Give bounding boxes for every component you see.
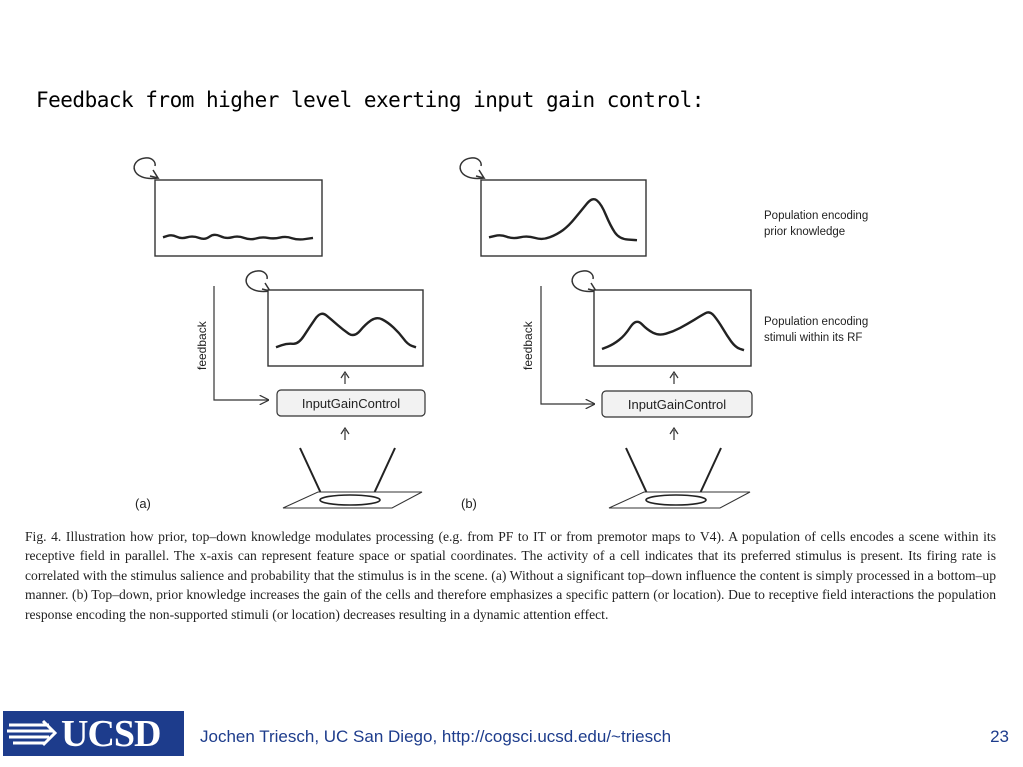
- figure: feedback InputGainControl (a) feedback I…: [133, 157, 868, 511]
- feedback-label: feedback: [521, 320, 535, 370]
- middle-box: [267, 289, 424, 367]
- panel-label: (a): [135, 496, 151, 511]
- trident-icon: [7, 719, 58, 747]
- gain-box-label: InputGainControl: [302, 396, 400, 411]
- gain-box-label: InputGainControl: [628, 397, 726, 412]
- top-box: [480, 179, 647, 257]
- recurrent-arrow-icon: [571, 270, 597, 293]
- middle-box: [593, 289, 752, 367]
- logo-text: UCSD: [61, 713, 161, 755]
- recurrent-arrow-icon: [245, 270, 271, 293]
- top-curve: [488, 198, 638, 242]
- figure-caption: Fig. 4. Illustration how prior, top–down…: [25, 529, 996, 622]
- slide-title: Feedback from higher level exerting inpu…: [36, 88, 704, 112]
- right-label-line: Population encoding: [764, 316, 868, 328]
- up-arrow-icon: [669, 370, 679, 384]
- top-curve: [162, 233, 314, 241]
- gain-box: [601, 390, 753, 418]
- up-arrow-icon: [340, 426, 350, 440]
- feedback-label: feedback: [195, 320, 209, 370]
- panel-label: (b): [461, 496, 477, 511]
- panel-a: feedback InputGainControl (a): [133, 157, 426, 511]
- gain-box: [276, 389, 426, 417]
- feedback-arrow: [540, 286, 594, 404]
- footer: UCSD Jochen Triesch, UC San Diego, http:…: [0, 711, 1023, 767]
- right-label-line: prior knowledge: [764, 226, 845, 238]
- recurrent-arrow-icon: [133, 157, 159, 180]
- feedback-arrow: [213, 286, 268, 400]
- middle-curve: [601, 311, 745, 352]
- up-arrow-icon: [669, 426, 679, 440]
- recurrent-arrow-icon: [459, 157, 485, 180]
- top-box: [154, 179, 323, 257]
- panel-b: feedback InputGainControl (b): [459, 157, 753, 511]
- middle-curve: [275, 312, 417, 349]
- right-label-line: Population encoding: [764, 210, 868, 222]
- receptive-field-diagram: [608, 447, 751, 509]
- footer-credit: Jochen Triesch, UC San Diego, http://cog…: [200, 727, 672, 746]
- up-arrow-icon: [340, 370, 350, 384]
- page-number: 23: [990, 727, 1009, 746]
- right-label-line: stimuli within its RF: [764, 332, 862, 344]
- ucsd-logo: UCSD: [3, 711, 184, 756]
- receptive-field-diagram: [282, 447, 423, 509]
